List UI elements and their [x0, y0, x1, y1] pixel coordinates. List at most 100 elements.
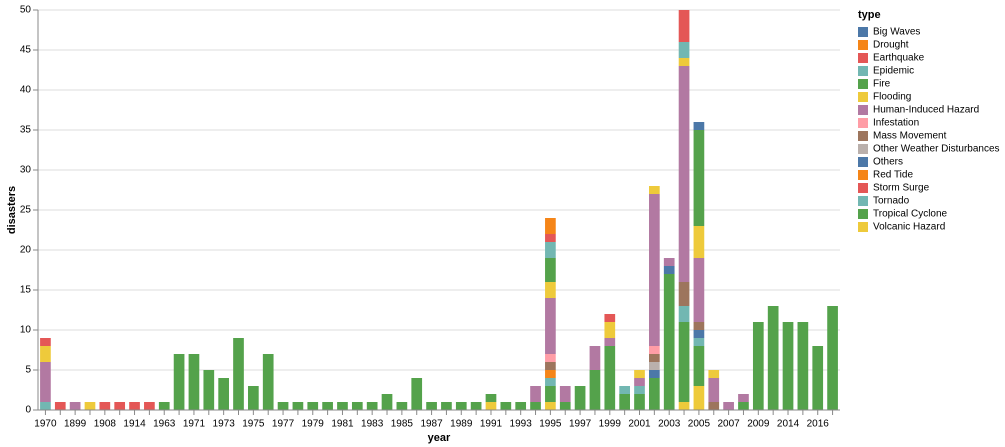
bar-segment [545, 370, 556, 378]
bar-segment [144, 402, 155, 410]
bar-segment [693, 130, 705, 226]
bar-segment [738, 402, 749, 410]
bar-segment [767, 306, 779, 410]
x-tick-label: 1995 [539, 419, 562, 430]
bar-segment [649, 378, 660, 410]
bar-segment [678, 66, 690, 282]
legend-swatch [858, 66, 868, 76]
bar-segment [129, 402, 140, 410]
bar-segment [248, 386, 259, 410]
y-tick-label: 25 [20, 205, 32, 216]
bar-segment [470, 402, 482, 410]
legend-swatch [858, 92, 868, 102]
bar-segment [589, 346, 601, 370]
bar-segment [441, 402, 452, 410]
x-tick-label: 1991 [480, 419, 503, 430]
bar-segment [678, 58, 690, 66]
bar-segment [545, 378, 556, 386]
bar-segment [322, 402, 333, 410]
y-tick-label: 40 [20, 85, 32, 96]
legend-swatch [858, 53, 868, 63]
x-tick-label: 1981 [331, 419, 354, 430]
y-tick-label: 35 [20, 125, 32, 136]
legend-label: Epidemic [873, 66, 914, 77]
x-tick-label: 1963 [153, 419, 176, 430]
bar-segment [530, 402, 541, 410]
legend-label: Mass Movement [873, 131, 947, 142]
x-tick-label: 1975 [242, 419, 265, 430]
legend-swatch [858, 40, 868, 50]
bar-segment [738, 394, 749, 402]
bar-segment [634, 378, 645, 386]
bar-segment [604, 314, 616, 322]
bar-segment [663, 258, 675, 266]
y-tick-label: 10 [20, 325, 32, 336]
bar-segment [307, 402, 319, 410]
bar-segment [693, 330, 705, 338]
x-tick-label: 2007 [717, 419, 740, 430]
bar-segment [411, 378, 423, 410]
bar-segment [678, 322, 690, 402]
legend-swatch [858, 196, 868, 206]
bar-segment [678, 42, 690, 58]
bar-segment [634, 386, 645, 394]
bar-segment [649, 346, 660, 354]
legend-label: Tornado [873, 196, 910, 207]
bar-segment [396, 402, 408, 410]
legend-swatch [858, 131, 868, 141]
bar-segment [559, 402, 571, 410]
y-tick-label: 20 [20, 245, 32, 256]
bar-segment [545, 386, 556, 402]
legend-label: Flooding [873, 92, 911, 103]
bar-segment [40, 402, 51, 410]
x-tick-label: 1989 [450, 419, 473, 430]
legend-swatch [858, 157, 868, 167]
bar-segment [188, 354, 200, 410]
bar-segment [262, 354, 274, 410]
y-tick-label: 5 [25, 365, 31, 376]
bar-segment [559, 386, 571, 402]
x-tick-label: 1977 [272, 419, 295, 430]
x-tick-label: 1987 [420, 419, 443, 430]
legend-label: Earthquake [873, 53, 925, 64]
bar-segment [40, 362, 51, 402]
bar-segment [649, 194, 660, 346]
bar-segment [337, 402, 348, 410]
x-tick-label: 1908 [94, 419, 117, 430]
y-tick-label: 30 [20, 165, 32, 176]
legend-label: Other Weather Disturbances [873, 144, 1000, 155]
legend-label: Drought [873, 40, 909, 51]
bar-segment [99, 402, 111, 410]
bar-segment [485, 402, 497, 410]
bar-segment [649, 186, 660, 194]
x-tick-label: 1979 [302, 419, 325, 430]
bar-segment [515, 402, 527, 410]
bar-segment [545, 282, 556, 298]
bar-segment [604, 338, 616, 346]
y-tick-label: 45 [20, 45, 32, 56]
bar-segment [351, 402, 363, 410]
bar-segment [545, 242, 556, 258]
bar-segment [233, 338, 244, 410]
bar-segment [114, 402, 126, 410]
x-tick-label: 1999 [599, 419, 622, 430]
bar-segment [723, 402, 734, 410]
bar-segment [604, 322, 616, 338]
y-tick-label: 15 [20, 285, 32, 296]
x-tick-label: 1914 [123, 419, 146, 430]
x-tick-label: 1899 [64, 419, 87, 430]
bar-segment [649, 362, 660, 370]
bar-segment [634, 394, 645, 410]
bar-segment [545, 218, 556, 234]
bar-segment [708, 370, 720, 378]
bar-segment [500, 402, 512, 410]
bar-segment [203, 370, 215, 410]
y-axis-title: disasters [6, 186, 18, 234]
bar-segment [545, 362, 556, 370]
y-tick-label: 0 [25, 405, 31, 416]
bar-segment [158, 402, 170, 410]
bar-segment [693, 226, 705, 258]
legend-swatch [858, 170, 868, 180]
x-tick-label: 2014 [777, 419, 800, 430]
